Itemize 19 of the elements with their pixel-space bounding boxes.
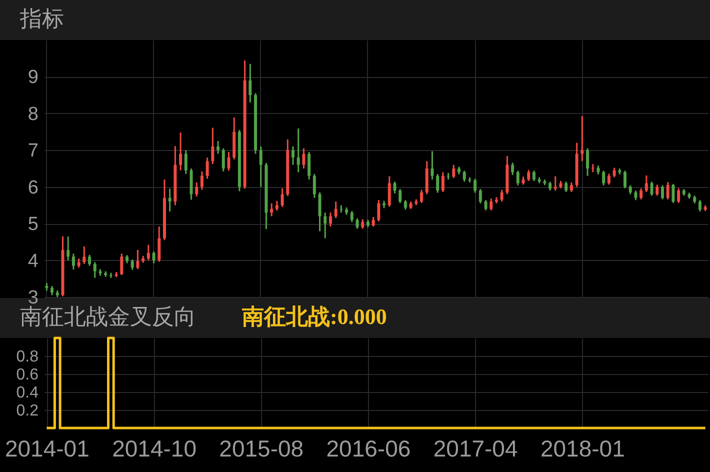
y-tick-label: 5 xyxy=(28,214,38,236)
y-tick-label: 0.6 xyxy=(16,366,39,384)
y-tick-label: 0.2 xyxy=(16,402,39,420)
x-tick-label: 2018-01 xyxy=(540,436,625,462)
chart-title: 指标 xyxy=(19,7,64,32)
x-tick-label: 2015-08 xyxy=(219,436,304,462)
x-tick-label: 2016-06 xyxy=(326,436,411,462)
y-tick-label: 9 xyxy=(28,67,38,88)
y-tick-label: 6 xyxy=(28,177,38,198)
y-tick-label: 0.4 xyxy=(16,384,39,402)
y-tick-label: 8 xyxy=(28,104,38,125)
text: 南征北战:0.000 xyxy=(241,304,387,329)
y-tick-label: 7 xyxy=(28,140,38,162)
candlestick xyxy=(580,116,584,162)
x-tick-label: 2014-01 xyxy=(4,436,90,462)
x-tick-label: 2014-10 xyxy=(112,436,196,462)
y-tick-label: 4 xyxy=(28,250,39,272)
y-tick-label: 0.8 xyxy=(16,348,39,366)
x-tick-label: 2017-04 xyxy=(433,436,518,462)
